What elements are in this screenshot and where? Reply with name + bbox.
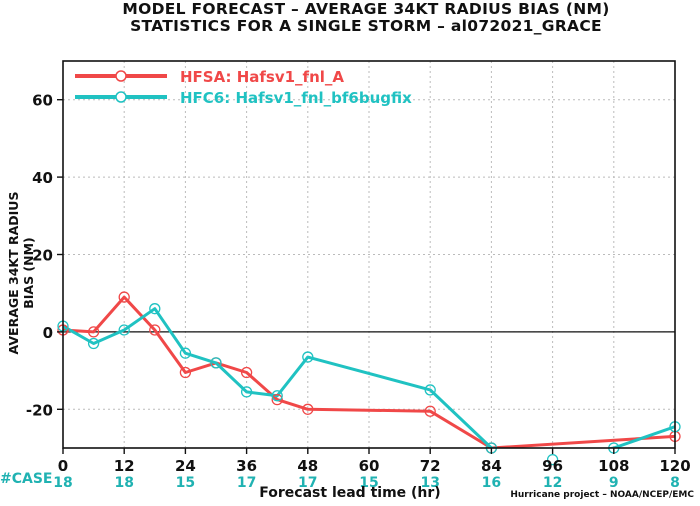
- x-tick-label: 72: [420, 457, 441, 475]
- legend-marker: [115, 91, 127, 103]
- y-tick-label: 20: [32, 247, 53, 265]
- data-point: [87, 337, 100, 350]
- case-count: 17: [237, 475, 256, 491]
- case-count: 16: [482, 475, 501, 491]
- y-axis-ticks: -20 0 20 40 60: [26, 92, 63, 419]
- x-tick-label: 84: [481, 457, 502, 475]
- data-point: [210, 357, 222, 369]
- series-group: [63, 295, 675, 448]
- legend-label: HFSA: Hafsv1_fnl_A: [180, 68, 344, 86]
- data-point: [271, 393, 283, 406]
- x-tick-label: 120: [659, 457, 690, 475]
- data-point: [302, 351, 314, 363]
- x-tick-label: 36: [236, 457, 257, 475]
- x-axis-label: Forecast lead time (hr): [259, 485, 441, 501]
- data-point: [271, 390, 283, 402]
- case-count: 18: [53, 475, 72, 491]
- data-point: [149, 324, 161, 336]
- data-point: [424, 384, 436, 396]
- case-count-label: #CASE: [0, 471, 53, 487]
- data-point: [179, 366, 192, 379]
- case-count: 12: [543, 475, 562, 491]
- case-count: 17: [298, 475, 317, 491]
- chart-title: MODEL FORECAST – AVERAGE 34KT RADIUS BIA…: [122, 0, 610, 18]
- data-point: [240, 386, 253, 398]
- x-axis-ticks: 0 12 24 36 48 60 72 84 96 108 120: [58, 448, 691, 475]
- case-count: 13: [420, 475, 439, 491]
- case-count: 15: [359, 475, 378, 491]
- legend: HFSA: Hafsv1_fnl_A HFC6: Hafsv1_fnl_bf6bu…: [75, 68, 412, 107]
- case-count: 18: [114, 475, 133, 491]
- data-point: [546, 453, 559, 466]
- x-tick-label: 60: [359, 457, 380, 475]
- case-count: 9: [609, 475, 619, 491]
- x-tick-label: 48: [297, 457, 318, 475]
- x-tick-label: 108: [598, 457, 629, 475]
- x-tick-label: 96: [542, 457, 563, 475]
- data-point: [149, 303, 161, 315]
- y-tick-label: 60: [32, 92, 53, 110]
- grid: [63, 61, 675, 448]
- y-tick-label: 0: [43, 324, 53, 342]
- credit-text: Hurricane project – NOAA/NCEP/EMC: [510, 490, 694, 500]
- data-point: [118, 291, 130, 303]
- data-point: [118, 324, 130, 336]
- data-point: [302, 403, 314, 415]
- data-point: [240, 366, 253, 379]
- data-point: [424, 405, 436, 417]
- legend-marker: [115, 70, 127, 82]
- chart-subtitle: STATISTICS FOR A SINGLE STORM – al072021…: [130, 17, 602, 35]
- legend-label: HFC6: Hafsv1_fnl_bf6bugfix: [180, 89, 412, 107]
- y-tick-label: 40: [32, 169, 53, 187]
- x-tick-label: 0: [58, 457, 68, 475]
- x-tick-label: 12: [114, 457, 135, 475]
- data-point: [179, 347, 192, 359]
- series-line-2: [63, 307, 675, 448]
- case-count: 8: [670, 475, 680, 491]
- series-line-1: [63, 295, 675, 448]
- case-count: 15: [176, 475, 195, 491]
- case-counts: 18 18 15 17 17 15 13 16 12 9 8: [53, 475, 680, 491]
- y-axis-label: AVERAGE 34KT RADIUS BIAS (NM): [6, 191, 36, 355]
- data-point: [87, 326, 100, 338]
- y-tick-label: -20: [26, 401, 53, 419]
- x-tick-label: 24: [175, 457, 196, 475]
